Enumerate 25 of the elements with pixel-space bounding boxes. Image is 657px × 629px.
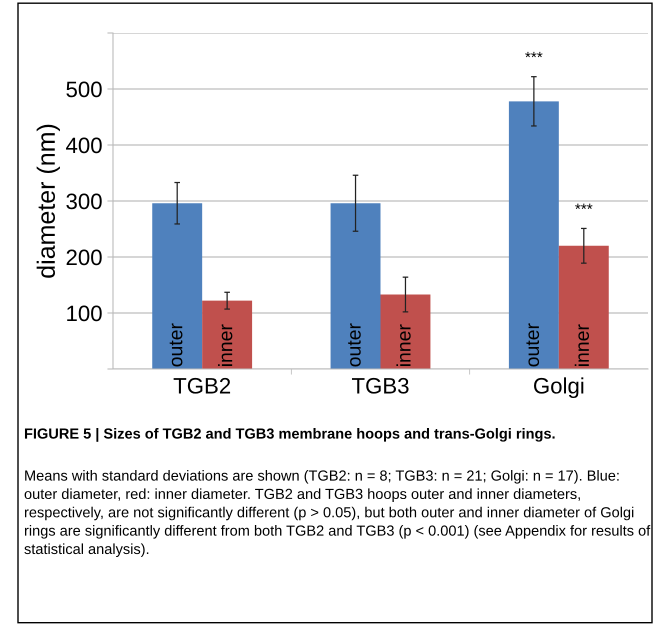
- text: inner: [574, 324, 590, 366]
- bar: [380, 294, 430, 369]
- bar: [330, 203, 380, 369]
- x-tick-label: TGB2: [174, 378, 230, 394]
- bar: [202, 300, 252, 369]
- x-tick-label: TGB3: [352, 378, 409, 394]
- text: inner: [396, 324, 411, 366]
- y-tick-label: 500: [66, 82, 102, 98]
- bar: [508, 101, 559, 369]
- series-label: inner: [218, 324, 232, 366]
- annotation: ***: [575, 204, 592, 210]
- caption: FIGURE 5 | Sizes of TGB2 and TGB3 membrane hoops and trans-Golgi rings.: [24, 428, 555, 442]
- y-axis-title: diameter (nm): [36, 124, 60, 278]
- y-tick-label: 400: [66, 138, 102, 154]
- bar: [558, 246, 609, 369]
- text: outer: [348, 323, 361, 367]
- bar: [152, 203, 202, 369]
- y-tick-label: 300: [66, 194, 102, 210]
- annotation: ***: [525, 52, 543, 58]
- text: Means with standard deviations are shown (TGB2: n = 8; TGB3: n = 21; Golgi: n = 17). Blue: outer diameter, red: inner diameter. TGB2 and TGB3 hoops outer and inner diameters, respectively, are not significantly different (p > 0.05), but both outer and inner diameter of Golgi rings are significantly different from both TGB2 and TGB3 (p < 0.001) (see Appendix for results of statistical analysis).: [24, 470, 650, 557]
- y-tick-label: 200: [66, 250, 102, 266]
- series-label: outer: [170, 323, 182, 367]
- x-tick-label: Golgi: [534, 377, 584, 398]
- y-tick-label: 100: [67, 306, 102, 322]
- text: outer: [526, 323, 540, 367]
